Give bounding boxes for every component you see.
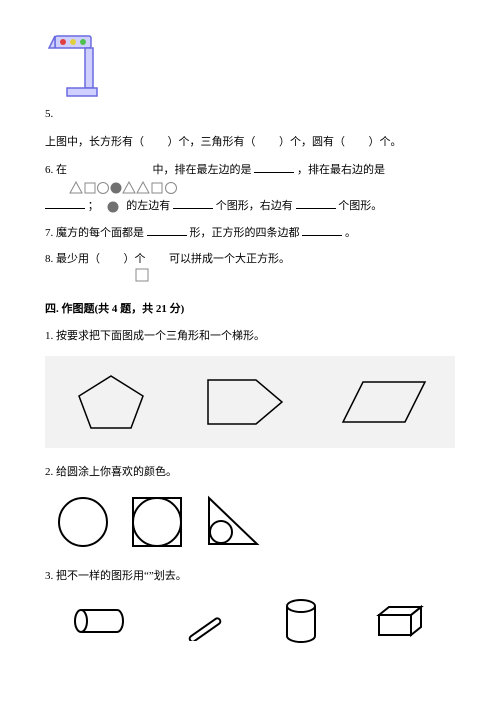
q6-num: 6.: [45, 164, 53, 176]
pentagon-icon: [71, 370, 151, 434]
q6-blank4: [296, 197, 336, 209]
q5-num: 5.: [45, 108, 53, 120]
lying-cylinder-icon: [71, 604, 127, 638]
q5-num-row: 5.: [45, 106, 455, 124]
s4q2-num: 2.: [45, 466, 53, 478]
square-circle-icon: [129, 494, 185, 550]
s4q1-text: 按要求把下面图成一个三角形和一个梯形。: [56, 330, 265, 342]
q8-tb: ）个: [124, 253, 146, 265]
q5-ta: 上图中，长方形有（: [45, 136, 144, 148]
q7: 7. 魔方的每个面都是 形，正方形的四条边都 。: [45, 224, 455, 243]
q6-blank2: [45, 197, 85, 209]
q6-blank1: [254, 161, 294, 173]
q5-figure: [45, 30, 455, 100]
s4q2: 2. 给圆涂上你喜欢的颜色。: [45, 464, 455, 482]
s4q3-figs: [45, 597, 455, 645]
cuboid-icon: [373, 601, 429, 641]
q7-tc: 。: [345, 227, 356, 239]
q6-tf: 个图形，右边有: [216, 200, 293, 212]
s4q1-figs: [45, 356, 455, 448]
q6-dot: [106, 200, 120, 214]
triangle-circle-icon: [203, 494, 261, 550]
s4q3-text: 把不一样的图形用“”划去。: [56, 570, 187, 582]
q6-tc: ，排在最右边的是: [297, 164, 385, 176]
s4q1-num: 1.: [45, 330, 53, 342]
q7-blank2: [302, 224, 342, 236]
q6-te: 的左边有: [126, 200, 170, 212]
q8-square-icon: [135, 268, 149, 282]
s4q1: 1. 按要求把下面图成一个三角形和一个梯形。: [45, 328, 455, 346]
parallelogram-icon: [339, 376, 429, 428]
q8-tc: 可以拼成一个大正方形。: [169, 253, 290, 265]
q6-td: ；: [88, 200, 99, 212]
q8-ta: 最少用（: [56, 253, 100, 265]
q8-num: 8.: [45, 253, 53, 265]
s4q3: 3. 把不一样的图形用“”划去。: [45, 568, 455, 586]
q5-tb: ）个，三角形有（: [168, 136, 256, 148]
q6-tb: 中，排在最左边的是: [153, 164, 252, 176]
q5-tc: ）个，圆有（: [279, 136, 345, 148]
q5-td: ）个。: [369, 136, 402, 148]
q5-text: 上图中，长方形有（ ）个，三角形有（ ）个，圆有（ ）个。: [45, 134, 455, 152]
circle-icon: [55, 494, 111, 550]
q7-ta: 魔方的每个面都是: [56, 227, 144, 239]
q7-num: 7.: [45, 227, 53, 239]
q6-blank3: [173, 197, 213, 209]
s4q2-text: 给圆涂上你喜欢的颜色。: [56, 466, 177, 478]
q6: 6. 在 中，排在最左边的是 ，排在最右边的是 ； 的左边有 个图形，右边有 个…: [45, 161, 455, 216]
q7-blank1: [147, 224, 187, 236]
s4q3-num: 3.: [45, 570, 53, 582]
s4q2-figs: [55, 494, 455, 550]
q6-shapes: [69, 181, 179, 195]
stick-icon: [179, 601, 229, 641]
q8: 8. 最少用（ ）个 可以拼成一个大正方形。: [45, 251, 455, 289]
standing-cylinder-icon: [281, 597, 321, 645]
q6-ta: 在: [56, 164, 67, 176]
q7-tb: 形，正方形的四条边都: [190, 227, 300, 239]
arrow-shape-icon: [202, 374, 288, 430]
q6-tg: 个图形。: [338, 200, 382, 212]
section4-title: 四. 作图题(共 4 题，共 21 分): [45, 301, 455, 319]
